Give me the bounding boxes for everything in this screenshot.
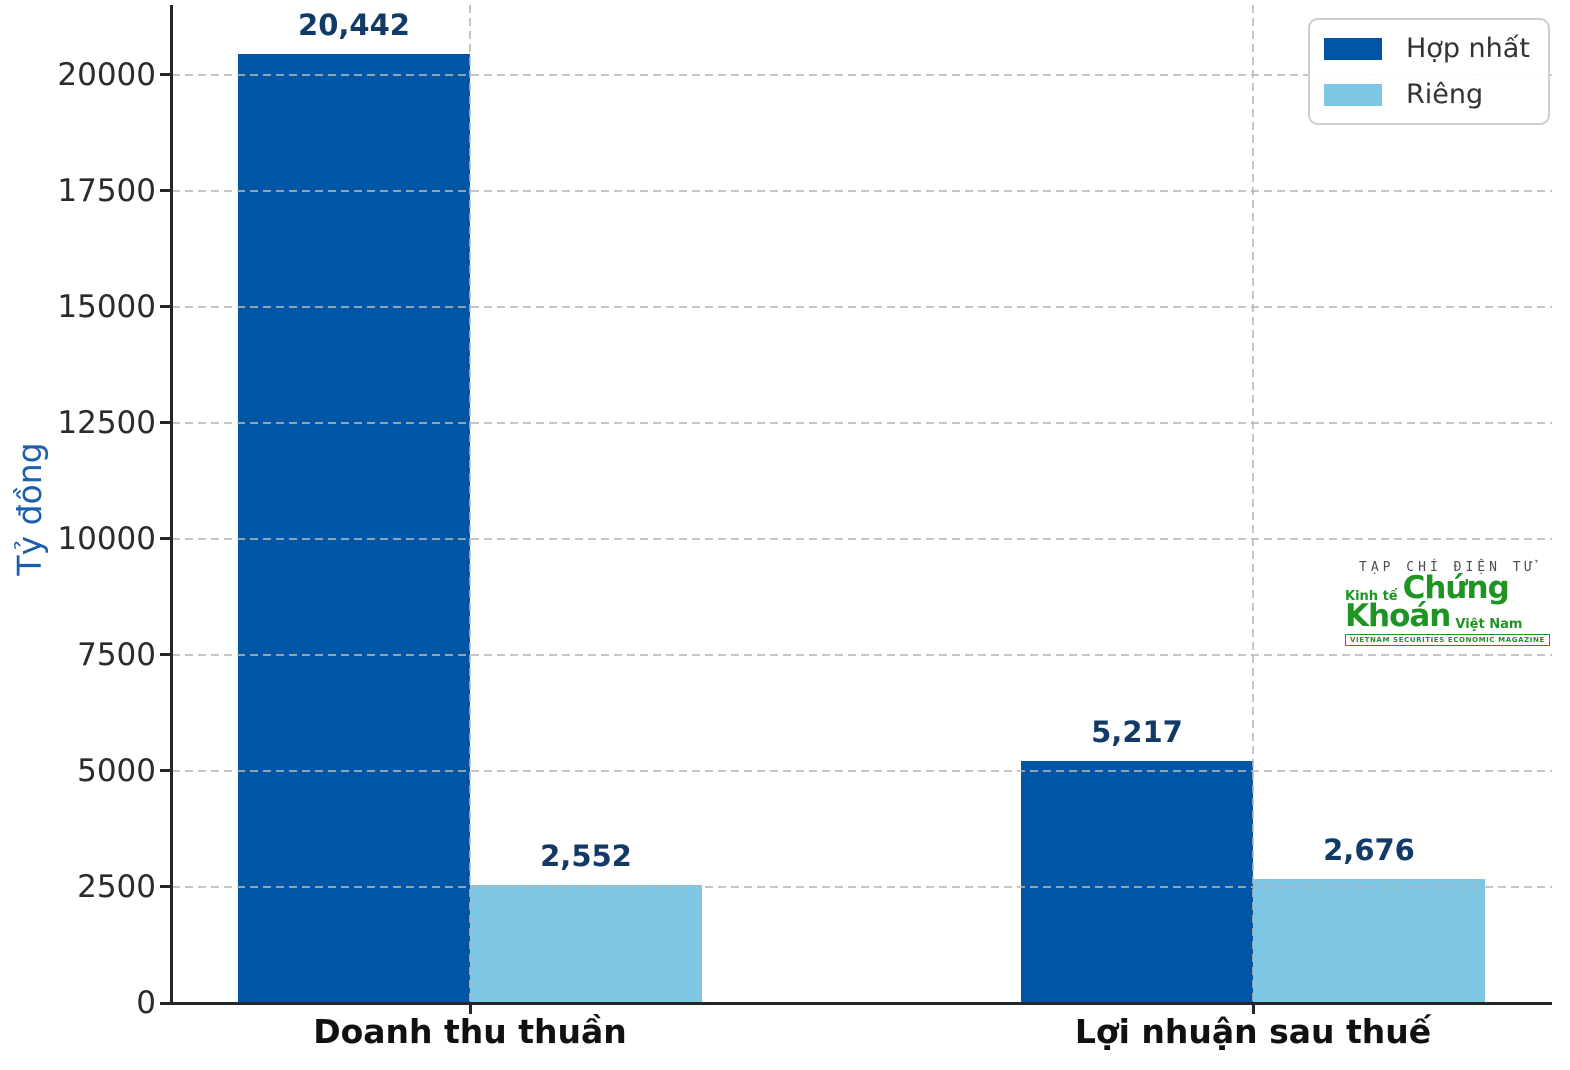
y-axis-tick bbox=[160, 421, 170, 425]
bar-value-label-series1-cat0: 2,552 bbox=[540, 838, 632, 873]
bar-series1-cat1 bbox=[1253, 878, 1485, 1003]
y-tick-label: 15000 bbox=[57, 288, 156, 325]
legend-label: Riêng bbox=[1406, 79, 1484, 110]
legend-item-rieng: Riêng bbox=[1324, 79, 1530, 110]
watermark-row-1: Kinh tế Chứng bbox=[1345, 570, 1510, 606]
gridline-horizontal bbox=[172, 421, 1552, 424]
chart-legend: Hợp nhất Riêng bbox=[1308, 18, 1550, 125]
legend-swatch-hop-nhat bbox=[1324, 37, 1382, 60]
legend-item-hop-nhat: Hợp nhất bbox=[1324, 33, 1530, 64]
gridline-horizontal bbox=[172, 885, 1552, 888]
y-tick-label: 5000 bbox=[77, 752, 156, 789]
bar-series0-cat1 bbox=[1021, 760, 1253, 1003]
legend-label: Hợp nhất bbox=[1406, 33, 1530, 64]
y-tick-label: 2500 bbox=[77, 868, 156, 905]
y-axis-tick bbox=[160, 1001, 170, 1005]
y-tick-label: 12500 bbox=[57, 404, 156, 441]
y-tick-label: 20000 bbox=[57, 56, 156, 93]
y-tick-label: 0 bbox=[136, 985, 156, 1021]
x-category-label-0: Doanh thu thuần bbox=[313, 1012, 627, 1051]
gridline-horizontal bbox=[172, 653, 1552, 656]
watermark-tagline: VIETNAM SECURITIES ECONOMIC MAGAZINE bbox=[1345, 633, 1550, 646]
publisher-watermark-logo: TẠP CHÍ ĐIỆN TỬ Kinh tế Chứng Khoán Việt… bbox=[1345, 560, 1550, 646]
watermark-viet-nam: Việt Nam bbox=[1455, 617, 1523, 633]
legend-swatch-rieng bbox=[1324, 83, 1382, 106]
y-axis-tick bbox=[160, 189, 170, 193]
y-axis-tick bbox=[160, 305, 170, 309]
x-category-label-1: Lợi nhuận sau thuế bbox=[1074, 1012, 1432, 1051]
watermark-row-2: Khoán Việt Nam bbox=[1345, 597, 1523, 634]
bar-value-label-series0-cat1: 5,217 bbox=[1091, 714, 1183, 749]
bar-series0-cat0 bbox=[238, 54, 470, 1003]
x-axis-spine bbox=[170, 1002, 1552, 1005]
gridline-horizontal bbox=[172, 537, 1552, 540]
y-tick-label: 7500 bbox=[77, 636, 156, 673]
watermark-kinh-te: Kinh tế bbox=[1345, 589, 1398, 605]
bar-value-label-series1-cat1: 2,676 bbox=[1323, 832, 1415, 867]
x-axis-tick bbox=[1251, 1005, 1255, 1014]
y-axis-tick bbox=[160, 653, 170, 657]
gridline-horizontal bbox=[172, 305, 1552, 308]
gridline-horizontal bbox=[172, 73, 1552, 76]
x-axis-tick bbox=[468, 1005, 472, 1014]
y-axis-tick bbox=[160, 537, 170, 541]
watermark-top-line: TẠP CHÍ ĐIỆN TỬ bbox=[1359, 560, 1537, 575]
gridline-vertical bbox=[469, 5, 471, 1003]
gridline-horizontal bbox=[172, 189, 1552, 192]
bar-series1-cat0 bbox=[470, 884, 702, 1003]
y-tick-label: 17500 bbox=[57, 172, 156, 209]
gridline-vertical bbox=[1252, 5, 1254, 1003]
y-axis-tick bbox=[160, 885, 170, 889]
y-axis-tick bbox=[160, 769, 170, 773]
y-tick-label: 10000 bbox=[57, 520, 156, 557]
gridline-horizontal bbox=[172, 769, 1552, 772]
watermark-khoan: Khoán bbox=[1345, 597, 1451, 634]
watermark-chung: Chứng bbox=[1402, 570, 1510, 606]
y-axis-spine bbox=[170, 5, 173, 1005]
bar-value-label-series0-cat0: 20,442 bbox=[298, 8, 410, 43]
y-axis-tick bbox=[160, 73, 170, 77]
